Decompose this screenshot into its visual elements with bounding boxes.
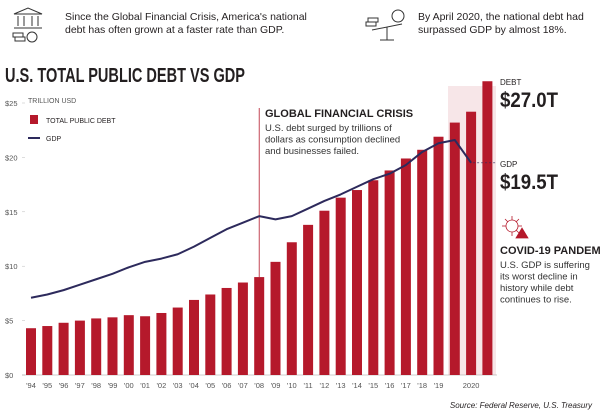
x-tick-label: '10 [287, 381, 297, 390]
x-tick-label: '07 [238, 381, 248, 390]
annotation-line: history while debt [500, 283, 574, 294]
bank-icon [12, 7, 43, 43]
y-tick-label: $20 [5, 153, 18, 162]
x-tick-label: '12 [320, 381, 330, 390]
x-tick-label: '18 [417, 381, 427, 390]
source: Source: Federal Reserve, U.S. Treasury [450, 401, 593, 410]
virus-icon [502, 216, 529, 239]
x-tick-label: '03 [173, 381, 183, 390]
y-tick-label: $5 [5, 317, 13, 326]
y-tick-label: $10 [5, 262, 18, 271]
callout-name: GDP [500, 160, 517, 169]
x-tick-label: '13 [336, 381, 346, 390]
bar [417, 149, 428, 375]
bar [303, 224, 314, 375]
value-label: $19.5T [500, 171, 558, 194]
header-line: surpassed GDP by almost 18%. [418, 24, 567, 36]
line [30, 138, 472, 299]
x-tick-label: '94 [26, 381, 36, 390]
y-tick-label: $25 [5, 99, 18, 108]
annotation-title: COVID-19 PANDEMIC [500, 245, 600, 257]
bar [140, 316, 151, 375]
y-unit: TRILLION USD [28, 98, 76, 105]
x-tick-label: '15 [368, 381, 378, 390]
bar [74, 320, 85, 375]
x-tick-label: '08 [254, 381, 264, 390]
y-tick-label: $15 [5, 208, 18, 217]
x-tick-label: '17 [401, 381, 411, 390]
x-tick-label: '98 [91, 381, 101, 390]
x-tick-label: '09 [271, 381, 281, 390]
header-text: Since the Global Financial Crisis, Ameri… [65, 11, 310, 36]
header-line: By April 2020, the national debt had [418, 11, 584, 23]
x-tick-label: '16 [385, 381, 395, 390]
bar [254, 277, 265, 375]
legend-swatch [30, 115, 38, 124]
header-line: Since the Global Financial Crisis, Ameri… [65, 11, 307, 23]
bar [123, 315, 134, 375]
x-tick-label: '19 [434, 381, 444, 390]
bar [58, 322, 69, 375]
legend-label: GDP [46, 136, 62, 143]
x-tick-label: '95 [42, 381, 52, 390]
annotation-text: U.S. debt surged by trillions of dollars… [265, 123, 403, 157]
annotation-text: U.S. GDP is suffering its worst decline … [500, 260, 593, 306]
annotation-line: its worst decline in [500, 272, 578, 283]
header-text: By April 2020, the national debt had sur… [418, 11, 587, 36]
x-tick-label: '04 [189, 381, 199, 390]
x-tick-label: '97 [75, 381, 85, 390]
annotation-line: U.S. debt surged by trillions of [265, 123, 392, 134]
bar [368, 180, 379, 375]
x-tick-label: '96 [59, 381, 69, 390]
scale-icon [365, 9, 405, 41]
bar [286, 242, 297, 375]
bar [384, 170, 395, 375]
bar [91, 318, 102, 375]
bar [26, 328, 36, 375]
x-tick-label: '02 [157, 381, 167, 390]
x-tick-label: '11 [303, 381, 312, 390]
bar [270, 261, 281, 375]
annotation-line: and businesses failed. [265, 146, 359, 157]
annotation-title: GLOBAL FINANCIAL CRISIS [265, 108, 413, 120]
x-tick-label: '06 [222, 381, 232, 390]
bar [352, 190, 362, 375]
bar [335, 197, 346, 375]
x-tick-label: '14 [352, 381, 362, 390]
value-label: $27.0T [500, 89, 558, 112]
annotation-line: dollars as consumption declined [265, 135, 400, 146]
bar [107, 317, 118, 375]
annotation-line: U.S. GDP is suffering [500, 260, 590, 271]
bar [482, 81, 493, 376]
bar [189, 299, 199, 375]
bar [42, 326, 53, 375]
chart-title: U.S. TOTAL PUBLIC DEBT VS GDP [5, 65, 245, 87]
bar [433, 136, 444, 375]
bar [319, 210, 330, 375]
callout-name: DEBT [500, 78, 521, 87]
bar [156, 312, 167, 375]
bar [449, 122, 460, 375]
y-tick-label: $0 [5, 371, 13, 380]
bar [400, 158, 411, 375]
bar [205, 294, 216, 375]
x-tick-label: '99 [108, 381, 118, 390]
x-tick-label: '00 [124, 381, 134, 390]
x-tick-label: '05 [205, 381, 215, 390]
x-tick-label: '01 [140, 381, 150, 390]
bar [221, 287, 232, 375]
legend-label: TOTAL PUBLIC DEBT [46, 118, 116, 125]
header-line: debt has often grown at a faster rate th… [65, 24, 284, 36]
bar [466, 111, 477, 375]
annotation-line: continues to rise. [500, 295, 572, 306]
bar [237, 282, 248, 375]
bar [172, 307, 183, 375]
x-tick-label: 2020 [463, 381, 480, 390]
